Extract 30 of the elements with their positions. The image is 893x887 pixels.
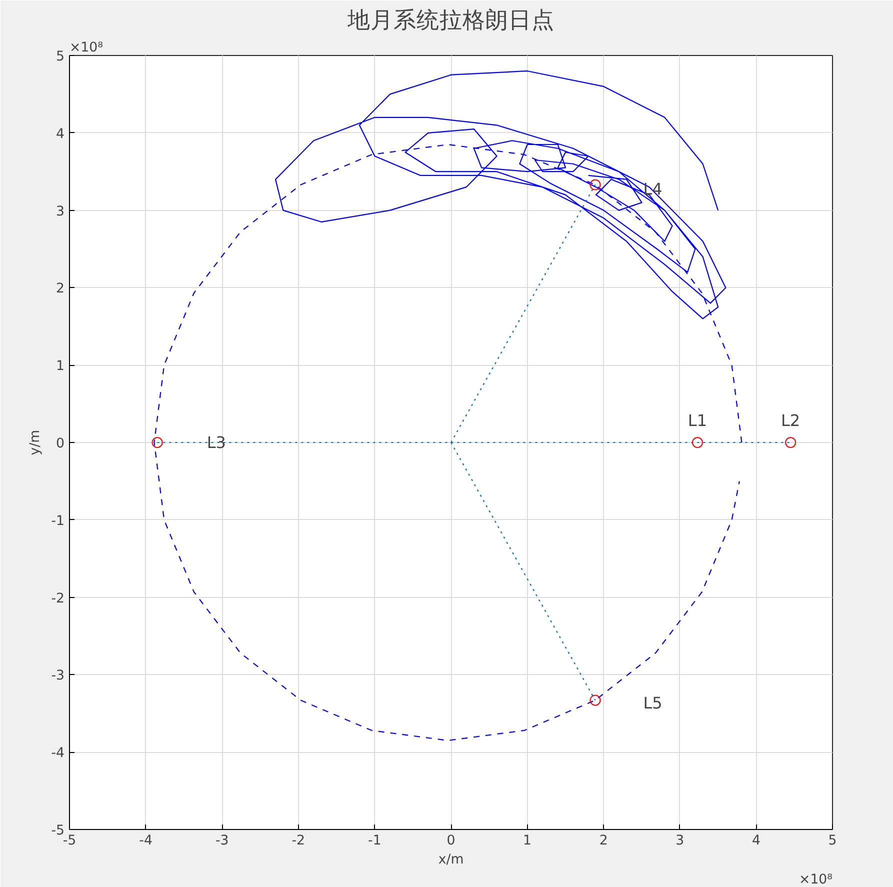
annotation: L1 xyxy=(688,411,707,430)
x-tick-label: 2 xyxy=(599,834,608,848)
y-tick-label: -2 xyxy=(51,591,65,606)
y-tick-label: 1 xyxy=(56,359,65,374)
x-tick-label: 3 xyxy=(676,834,684,848)
y-tick-label: -5 xyxy=(51,824,65,838)
x-tick-label: 5 xyxy=(828,834,837,848)
y-axis-title: y/m xyxy=(28,430,44,456)
annotation: L3 xyxy=(206,433,226,452)
annotation: L5 xyxy=(643,694,662,713)
y-tick-label: -4 xyxy=(51,746,65,762)
x-tick-label: 4 xyxy=(752,834,760,848)
x-tick-label: -1 xyxy=(368,834,382,848)
x-tick-label: -4 xyxy=(139,834,152,848)
y-tick-label: -1 xyxy=(51,514,65,529)
y-tick-label: 0 xyxy=(56,436,65,452)
y-tick-label: 2 xyxy=(56,282,65,297)
y-tick-label: 5 xyxy=(56,50,65,64)
y-tick-label: 4 xyxy=(56,126,65,142)
x-tick-label: -2 xyxy=(292,834,306,848)
annotation: L2 xyxy=(780,411,800,430)
x-tick-label: -3 xyxy=(215,834,229,848)
annotation: ×10⁸ xyxy=(70,40,103,56)
y-tick-label: -3 xyxy=(51,668,65,684)
chart-title: 地月系统拉格朗日点 xyxy=(346,8,554,34)
x-axis-title: x/m xyxy=(438,852,464,868)
text: ×10⁸ xyxy=(799,872,833,887)
y-tick-label: 3 xyxy=(56,204,65,220)
x-tick-label: 0 xyxy=(446,834,456,848)
x-tick-label: 1 xyxy=(523,834,532,848)
